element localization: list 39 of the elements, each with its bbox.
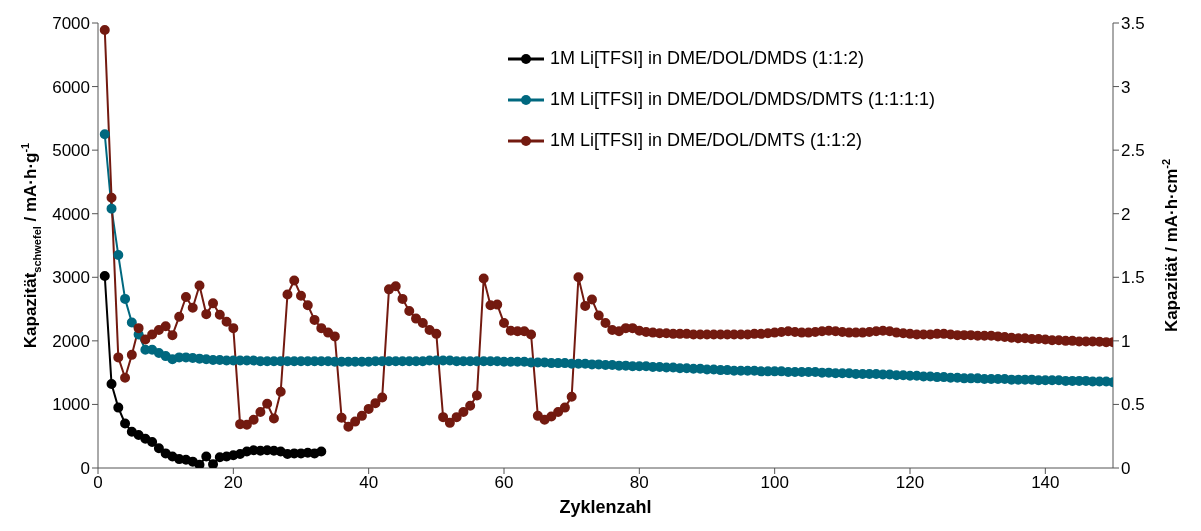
y2-tick-label: 2 xyxy=(1121,204,1131,224)
point xyxy=(120,418,131,429)
y-tick-label: 6000 xyxy=(52,77,90,97)
y2-tick-label: 3 xyxy=(1121,77,1131,97)
y-tick-label: 7000 xyxy=(52,14,90,34)
y2-tick-label: 1 xyxy=(1121,331,1131,351)
point xyxy=(208,459,219,468)
point xyxy=(153,443,164,454)
x-tick-label: 60 xyxy=(494,473,514,493)
y-tick-label: 0 xyxy=(80,459,90,479)
legend-label: 1M Li[TFSI] in DME/DOL/DMDS (1:1:2) xyxy=(550,48,865,69)
legend-label: 1M Li[TFSI] in DME/DOL/DMTS (1:1:2) xyxy=(550,130,863,151)
y-tick-label: 3000 xyxy=(52,268,90,288)
y-tick-label: 1000 xyxy=(52,395,90,415)
x-tick-label: 140 xyxy=(1031,473,1060,493)
point xyxy=(147,436,158,447)
point xyxy=(201,451,212,462)
x-tick-label: 100 xyxy=(760,473,789,493)
y-tick-label: 5000 xyxy=(52,141,90,161)
x-tick-label: 0 xyxy=(93,473,103,493)
x-tick-label: 20 xyxy=(223,473,243,493)
point xyxy=(99,271,110,282)
point xyxy=(113,402,124,413)
y-tick-label: 2000 xyxy=(52,331,90,351)
x-tick-label: 80 xyxy=(629,473,649,493)
x-tick-label: 40 xyxy=(359,473,379,493)
y2-tick-label: 2.5 xyxy=(1121,141,1145,161)
y2-tick-label: 0.5 xyxy=(1121,395,1145,415)
point xyxy=(106,379,117,390)
y-tick-label: 4000 xyxy=(52,204,90,224)
x-axis-title: Zyklenzahl xyxy=(559,497,652,517)
y2-tick-label: 3.5 xyxy=(1121,14,1145,34)
point xyxy=(316,446,327,457)
y2-tick-label: 1.5 xyxy=(1121,268,1145,288)
x-tick-label: 120 xyxy=(895,473,925,493)
point xyxy=(133,429,144,440)
point xyxy=(194,459,205,468)
y2-tick-label: 0 xyxy=(1121,459,1131,479)
legend-label: 1M Li[TFSI] in DME/DOL/DMDS/DMTS (1:1:1:1) xyxy=(550,89,936,110)
